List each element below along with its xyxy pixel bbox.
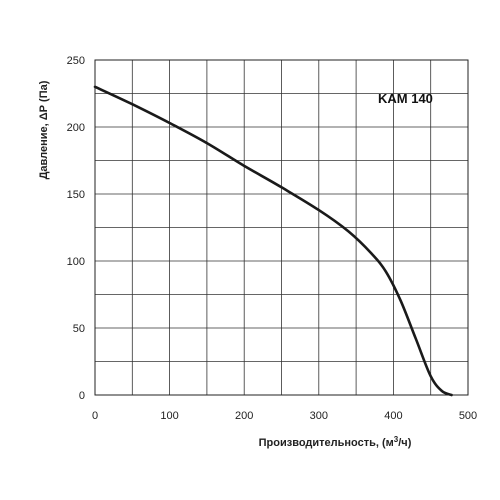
y-tick-label: 50	[73, 323, 85, 335]
y-axis-title: Давление, ΔР (Па)	[38, 80, 50, 179]
x-tick-label: 300	[310, 410, 328, 422]
y-tick-label: 150	[67, 189, 85, 201]
x-tick-label: 200	[235, 410, 253, 422]
y-tick-label: 0	[79, 390, 85, 402]
x-tick-label: 100	[160, 410, 178, 422]
curve-label: KAM 140	[378, 91, 433, 106]
y-tick-labels: 0 50 100 150 200 250	[67, 55, 85, 402]
y-tick-label: 200	[67, 122, 85, 134]
x-tick-label: 0	[92, 410, 98, 422]
y-tick-label: 100	[67, 256, 85, 268]
grid	[94, 59, 469, 396]
x-tick-label: 500	[459, 410, 477, 422]
x-axis-title: Производительность, (м3/ч)	[259, 435, 412, 450]
y-tick-label: 250	[67, 55, 85, 67]
x-tick-labels: 0 100 200 300 400 500	[92, 410, 477, 422]
performance-curve	[93, 85, 453, 397]
x-tick-label: 400	[384, 410, 402, 422]
plot-frame	[94, 59, 469, 396]
